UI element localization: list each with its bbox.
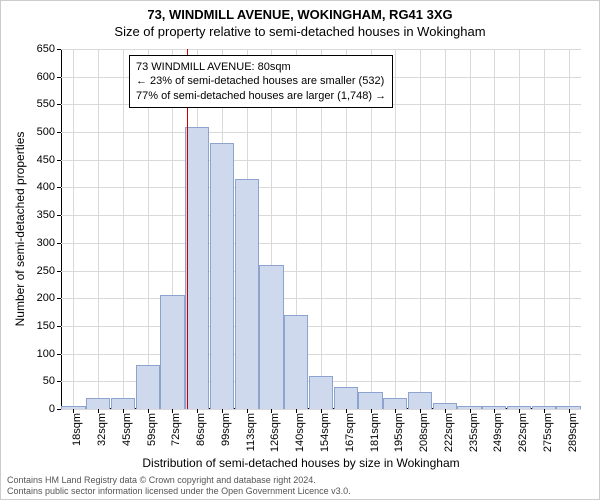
histogram-bar: [160, 295, 184, 409]
ytick-label: 250: [37, 265, 55, 277]
ytick-mark: [57, 160, 61, 161]
chart-container: 73, WINDMILL AVENUE, WOKINGHAM, RG41 3XG…: [0, 0, 600, 500]
grid-line-v: [519, 49, 520, 409]
chart-title-line2: Size of property relative to semi-detach…: [1, 22, 599, 43]
xtick-label: 113sqm: [245, 413, 257, 451]
ytick-label: 400: [37, 181, 55, 193]
grid-line-v: [395, 49, 396, 409]
ytick-mark: [57, 381, 61, 382]
histogram-bar: [309, 376, 333, 409]
histogram-bar: [136, 365, 160, 409]
histogram-bar: [111, 398, 135, 409]
xtick-label: 181sqm: [369, 413, 381, 452]
histogram-bar: [556, 406, 580, 409]
histogram-bar: [185, 127, 209, 409]
xtick-label: 72sqm: [170, 413, 182, 446]
ytick-mark: [57, 354, 61, 355]
ytick-mark: [57, 132, 61, 133]
xtick-label: 126sqm: [269, 413, 281, 452]
ytick-mark: [57, 215, 61, 216]
xtick-label: 154sqm: [319, 413, 331, 452]
xtick-label: 18sqm: [71, 413, 83, 446]
histogram-bar: [482, 406, 506, 409]
histogram-bar: [358, 392, 382, 409]
xtick-label: 262sqm: [517, 413, 529, 452]
annotation-line2: ← 23% of semi-detached houses are smalle…: [136, 74, 386, 88]
xtick-label: 208sqm: [418, 413, 430, 452]
grid-line-v: [420, 49, 421, 409]
ytick-label: 50: [43, 375, 55, 387]
xtick-label: 32sqm: [96, 413, 108, 446]
ytick-label: 500: [37, 126, 55, 138]
grid-line-v: [445, 49, 446, 409]
ytick-mark: [57, 326, 61, 327]
ytick-mark: [57, 243, 61, 244]
xtick-label: 249sqm: [492, 413, 504, 452]
xtick-label: 140sqm: [294, 413, 306, 452]
annotation-line3: 77% of semi-detached houses are larger (…: [136, 89, 386, 103]
xtick-label: 275sqm: [542, 413, 554, 452]
ytick-label: 550: [37, 98, 55, 110]
histogram-bar: [433, 403, 457, 409]
histogram-bar: [235, 179, 259, 409]
grid-line-v: [494, 49, 495, 409]
xtick-label: 99sqm: [220, 413, 232, 446]
grid-line-v: [73, 49, 74, 409]
histogram-bar: [210, 143, 234, 409]
histogram-bar: [532, 406, 556, 409]
histogram-bar: [457, 406, 481, 409]
histogram-bar: [86, 398, 110, 409]
ytick-mark: [57, 271, 61, 272]
ytick-label: 100: [37, 348, 55, 360]
histogram-bar: [61, 406, 85, 409]
ytick-label: 650: [37, 43, 55, 55]
grid-line-v: [544, 49, 545, 409]
histogram-bar: [408, 392, 432, 409]
annotation-box: 73 WINDMILL AVENUE: 80sqm ← 23% of semi-…: [129, 55, 393, 108]
xtick-label: 45sqm: [121, 413, 133, 446]
xtick-label: 86sqm: [195, 413, 207, 446]
ytick-label: 350: [37, 209, 55, 221]
xtick-label: 235sqm: [468, 413, 480, 452]
histogram-bar: [334, 387, 358, 409]
ytick-mark: [57, 409, 61, 410]
xtick-label: 222sqm: [443, 413, 455, 452]
grid-line-v: [98, 49, 99, 409]
footer-line1: Contains HM Land Registry data © Crown c…: [7, 475, 351, 486]
histogram-bar: [383, 398, 407, 409]
xtick-label: 195sqm: [393, 413, 405, 452]
x-axis-label: Distribution of semi-detached houses by …: [1, 456, 600, 470]
ytick-mark: [57, 298, 61, 299]
ytick-mark: [57, 104, 61, 105]
grid-line-v: [569, 49, 570, 409]
histogram-bar: [284, 315, 308, 409]
xtick-label: 167sqm: [344, 413, 356, 452]
xtick-label: 59sqm: [146, 413, 158, 446]
ytick-mark: [57, 49, 61, 50]
ytick-mark: [57, 77, 61, 78]
ytick-label: 0: [49, 403, 55, 415]
annotation-line1: 73 WINDMILL AVENUE: 80sqm: [136, 60, 386, 74]
ytick-label: 150: [37, 320, 55, 332]
chart-title-line1: 73, WINDMILL AVENUE, WOKINGHAM, RG41 3XG: [1, 1, 599, 22]
ytick-mark: [57, 187, 61, 188]
footer-line2: Contains public sector information licen…: [7, 486, 351, 497]
y-axis-line: [61, 49, 62, 409]
grid-line-v: [470, 49, 471, 409]
ytick-label: 450: [37, 154, 55, 166]
y-axis-label: Number of semi-detached properties: [13, 132, 27, 327]
histogram-bar: [507, 406, 531, 409]
xtick-label: 289sqm: [567, 413, 579, 452]
plot-area: 0501001502002503003504004505005506006501…: [61, 49, 581, 409]
ytick-label: 300: [37, 237, 55, 249]
histogram-bar: [259, 265, 283, 409]
ytick-label: 600: [37, 71, 55, 83]
footer-attribution: Contains HM Land Registry data © Crown c…: [7, 475, 351, 497]
grid-line-v: [123, 49, 124, 409]
ytick-label: 200: [37, 292, 55, 304]
